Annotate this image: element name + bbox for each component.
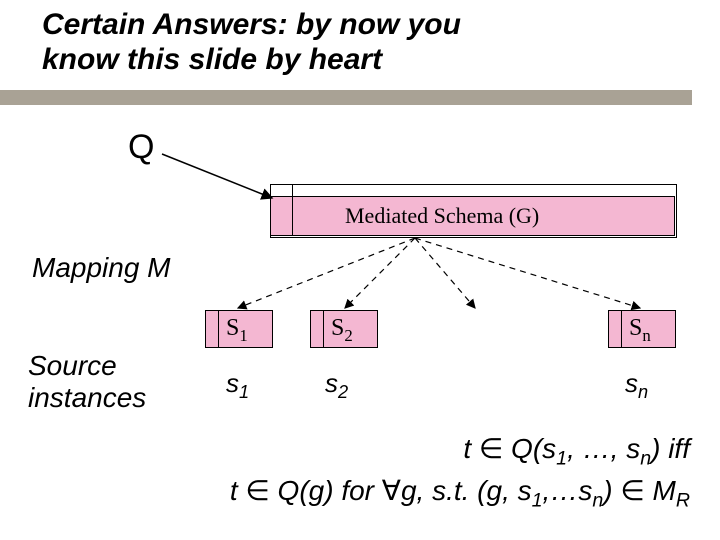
mapping-arrow-4 (415, 238, 640, 308)
formula-line1: t ∈ Q(s1, …, sn) iff (230, 430, 690, 472)
formula: t ∈ Q(s1, …, sn) iff t ∈ Q(g) for ∀g, s.… (230, 430, 690, 514)
formula-line2: t ∈ Q(g) for ∀g, s.t. (g, s1,…sn) ∈ MR (230, 472, 690, 514)
source-instances-label: Source instances (28, 350, 146, 414)
source-label-s1: S1 (226, 315, 248, 346)
mediated-box-tick (292, 184, 293, 236)
title-line2: know this slide by heart (42, 43, 382, 76)
source-label-sn: Sn (629, 315, 651, 346)
title-underline (0, 90, 692, 105)
slide-title: Certain Answers: by now you know this sl… (42, 8, 461, 77)
mediated-label: Mediated Schema (G) (345, 203, 539, 229)
source-tick-s2 (323, 310, 324, 348)
instance-label-sn: sn (625, 368, 648, 403)
q-label: Q (128, 128, 154, 167)
title-line1: Certain Answers: by now you (42, 8, 461, 41)
source-label-s2: S2 (331, 315, 353, 346)
mapping-arrow-3 (415, 238, 475, 308)
q-arrow (162, 154, 272, 198)
mapping-arrow-1 (238, 238, 415, 308)
mapping-arrow-2 (345, 238, 415, 308)
source-tick-sn (621, 310, 622, 348)
instance-label-s1: s1 (226, 368, 249, 403)
mapping-label: Mapping M (32, 252, 171, 284)
source-tick-s1 (218, 310, 219, 348)
instance-label-s2: s2 (325, 368, 348, 403)
slide: Certain Answers: by now you know this sl… (0, 0, 720, 540)
